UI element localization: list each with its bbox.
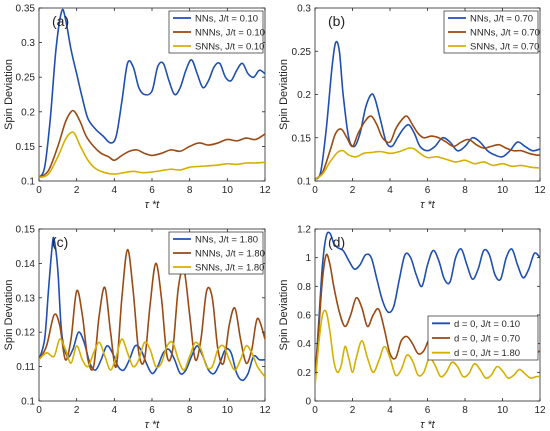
chart-panel-3: 0 2 4 6 8 10 12 0.1 0.11 0.12 0.13 0.14 0.15 τ *t Spin… (3, 225, 271, 431)
y-tick-label: 0.4 (297, 339, 311, 350)
x-tick-label: 12 (534, 405, 546, 416)
y-tick-label: 0.14 (16, 259, 36, 270)
x-tick-label: 6 (149, 185, 155, 196)
series-line-3 (315, 147, 540, 180)
x-tick-label: 0 (312, 185, 318, 196)
y-tick-label: 0.8 (297, 282, 311, 293)
chart-panel-2: 0 2 4 6 8 10 12 0.1 0.15 0.2 0.25 0.3 τ *t Spin Devia… (278, 4, 546, 212)
x-tick-label: 0 (36, 405, 42, 416)
x-tick-label: 8 (187, 185, 193, 196)
series-line-1 (315, 40, 540, 180)
y-tick-label: 0.2 (21, 107, 35, 118)
legend-entry: SNNs, J/t = 1.80 (195, 263, 264, 274)
y-tick-label: 0.15 (16, 225, 36, 236)
panel-label: (c) (52, 234, 68, 250)
panel-label: (b) (328, 13, 345, 29)
legend-entry: NNs, J/t = 0.10 (195, 14, 258, 25)
y-tick-label: 0.25 (292, 47, 312, 58)
y-tick-label: 0.3 (21, 38, 35, 49)
x-tick-label: 10 (222, 405, 234, 416)
x-tick-label: 8 (462, 185, 468, 196)
legend-entry: d = 0, J/t = 0.70 (454, 334, 520, 345)
legend-entry: NNNs, J/t = 1.80 (195, 249, 265, 260)
y-axis-label: Spin Deviation (3, 59, 15, 130)
x-tick-label: 10 (222, 185, 234, 196)
x-axis-label: τ *t (145, 419, 160, 431)
y-tick-label: 0.3 (297, 4, 311, 15)
y-tick-label: 0.15 (16, 142, 36, 153)
y-tick-label: 0.1 (21, 397, 35, 408)
y-tick-label: 0.1 (21, 177, 35, 188)
panel-label: (d) (328, 234, 345, 250)
y-tick-label: 1.2 (297, 225, 311, 236)
y-tick-label: 0.1 (297, 177, 311, 188)
series-line-1 (39, 8, 265, 179)
x-tick-label: 4 (112, 185, 118, 196)
x-axis-label: τ *t (420, 419, 435, 431)
y-tick-label: 0.2 (297, 368, 311, 379)
chart-panel-4: 0 2 4 6 8 10 12 0 0.2 0.4 0.6 0.8 1 1.2 τ *t Spin Devia… (278, 225, 546, 431)
x-axis-label: τ *t (145, 199, 160, 211)
series-line-3 (39, 338, 265, 378)
x-tick-label: 12 (259, 405, 271, 416)
y-tick-label: 0.35 (16, 4, 36, 15)
y-axis-label: Spin Deviation (278, 280, 290, 351)
x-tick-label: 6 (425, 405, 431, 416)
y-axis-label: Spin Deviation (3, 280, 15, 351)
legend-entry: NNNs, J/t = 0.70 (470, 28, 540, 39)
x-tick-label: 6 (425, 185, 431, 196)
x-tick-label: 8 (462, 405, 468, 416)
x-tick-label: 12 (534, 185, 546, 196)
legend: NNs, J/t = 1.80 NNNs, J/t = 1.80 SNNs, J/t… (168, 231, 265, 275)
legend: NNs, J/t = 0.70 NNNs, J/t = 0.70 SNNs, J/t… (443, 10, 540, 54)
x-tick-label: 6 (149, 405, 155, 416)
y-axis-label: Spin Deviation (278, 59, 290, 130)
series-line-3 (39, 131, 265, 179)
y-tick-label: 0.11 (16, 362, 35, 373)
x-axis-label: τ *t (420, 199, 435, 211)
y-tick-label: 0 (305, 397, 311, 408)
legend-entry: SNNs, J/t = 0.70 (470, 42, 539, 53)
x-tick-label: 10 (497, 405, 509, 416)
y-tick-label: 1 (305, 253, 311, 264)
x-tick-label: 0 (312, 405, 318, 416)
x-tick-label: 4 (112, 405, 118, 416)
chart-panel-1: 0 2 4 6 8 10 12 0.1 0.15 0.2 0.25 0.3 0.35 τ *t Spin D… (3, 4, 271, 212)
series-line-2 (39, 248, 265, 371)
y-tick-label: 0.15 (292, 133, 312, 144)
legend-entry: NNs, J/t = 1.80 (195, 235, 258, 246)
x-tick-label: 10 (497, 185, 509, 196)
y-tick-label: 0.12 (16, 328, 36, 339)
legend-entry: SNNs, J/t = 0.10 (195, 42, 264, 53)
x-tick-label: 2 (350, 185, 356, 196)
legend-entry: d = 0, J/t = 1.80 (454, 348, 520, 359)
legend-entry: d = 0, J/t = 0.10 (454, 319, 520, 330)
y-tick-label: 0.2 (297, 90, 311, 101)
y-tick-label: 0.6 (297, 311, 311, 322)
x-tick-label: 4 (387, 185, 393, 196)
series-line-1 (315, 231, 540, 380)
legend: NNs, J/t = 0.10 NNNs, J/t = 0.10 SNNs, J/t… (168, 10, 265, 54)
x-tick-label: 2 (74, 405, 80, 416)
x-tick-label: 8 (187, 405, 193, 416)
legend: d = 0, J/t = 0.10 d = 0, J/t = 0.70 d = 0,… (427, 315, 539, 361)
legend-entry: NNs, J/t = 0.70 (470, 14, 533, 25)
x-tick-label: 2 (350, 405, 356, 416)
x-tick-label: 0 (36, 185, 42, 196)
series-line-2 (315, 115, 540, 180)
series-line-2 (39, 109, 265, 179)
panel-label: (a) (52, 13, 69, 29)
series-line-3 (315, 309, 540, 387)
legend-entry: NNNs, J/t = 0.10 (195, 28, 265, 39)
x-tick-label: 4 (387, 405, 393, 416)
series-group (315, 40, 540, 180)
x-tick-label: 12 (259, 185, 271, 196)
y-tick-label: 0.13 (16, 293, 36, 304)
series-group (39, 236, 265, 382)
x-tick-label: 2 (74, 185, 80, 196)
series-group (39, 8, 265, 179)
y-tick-label: 0.25 (16, 73, 36, 84)
